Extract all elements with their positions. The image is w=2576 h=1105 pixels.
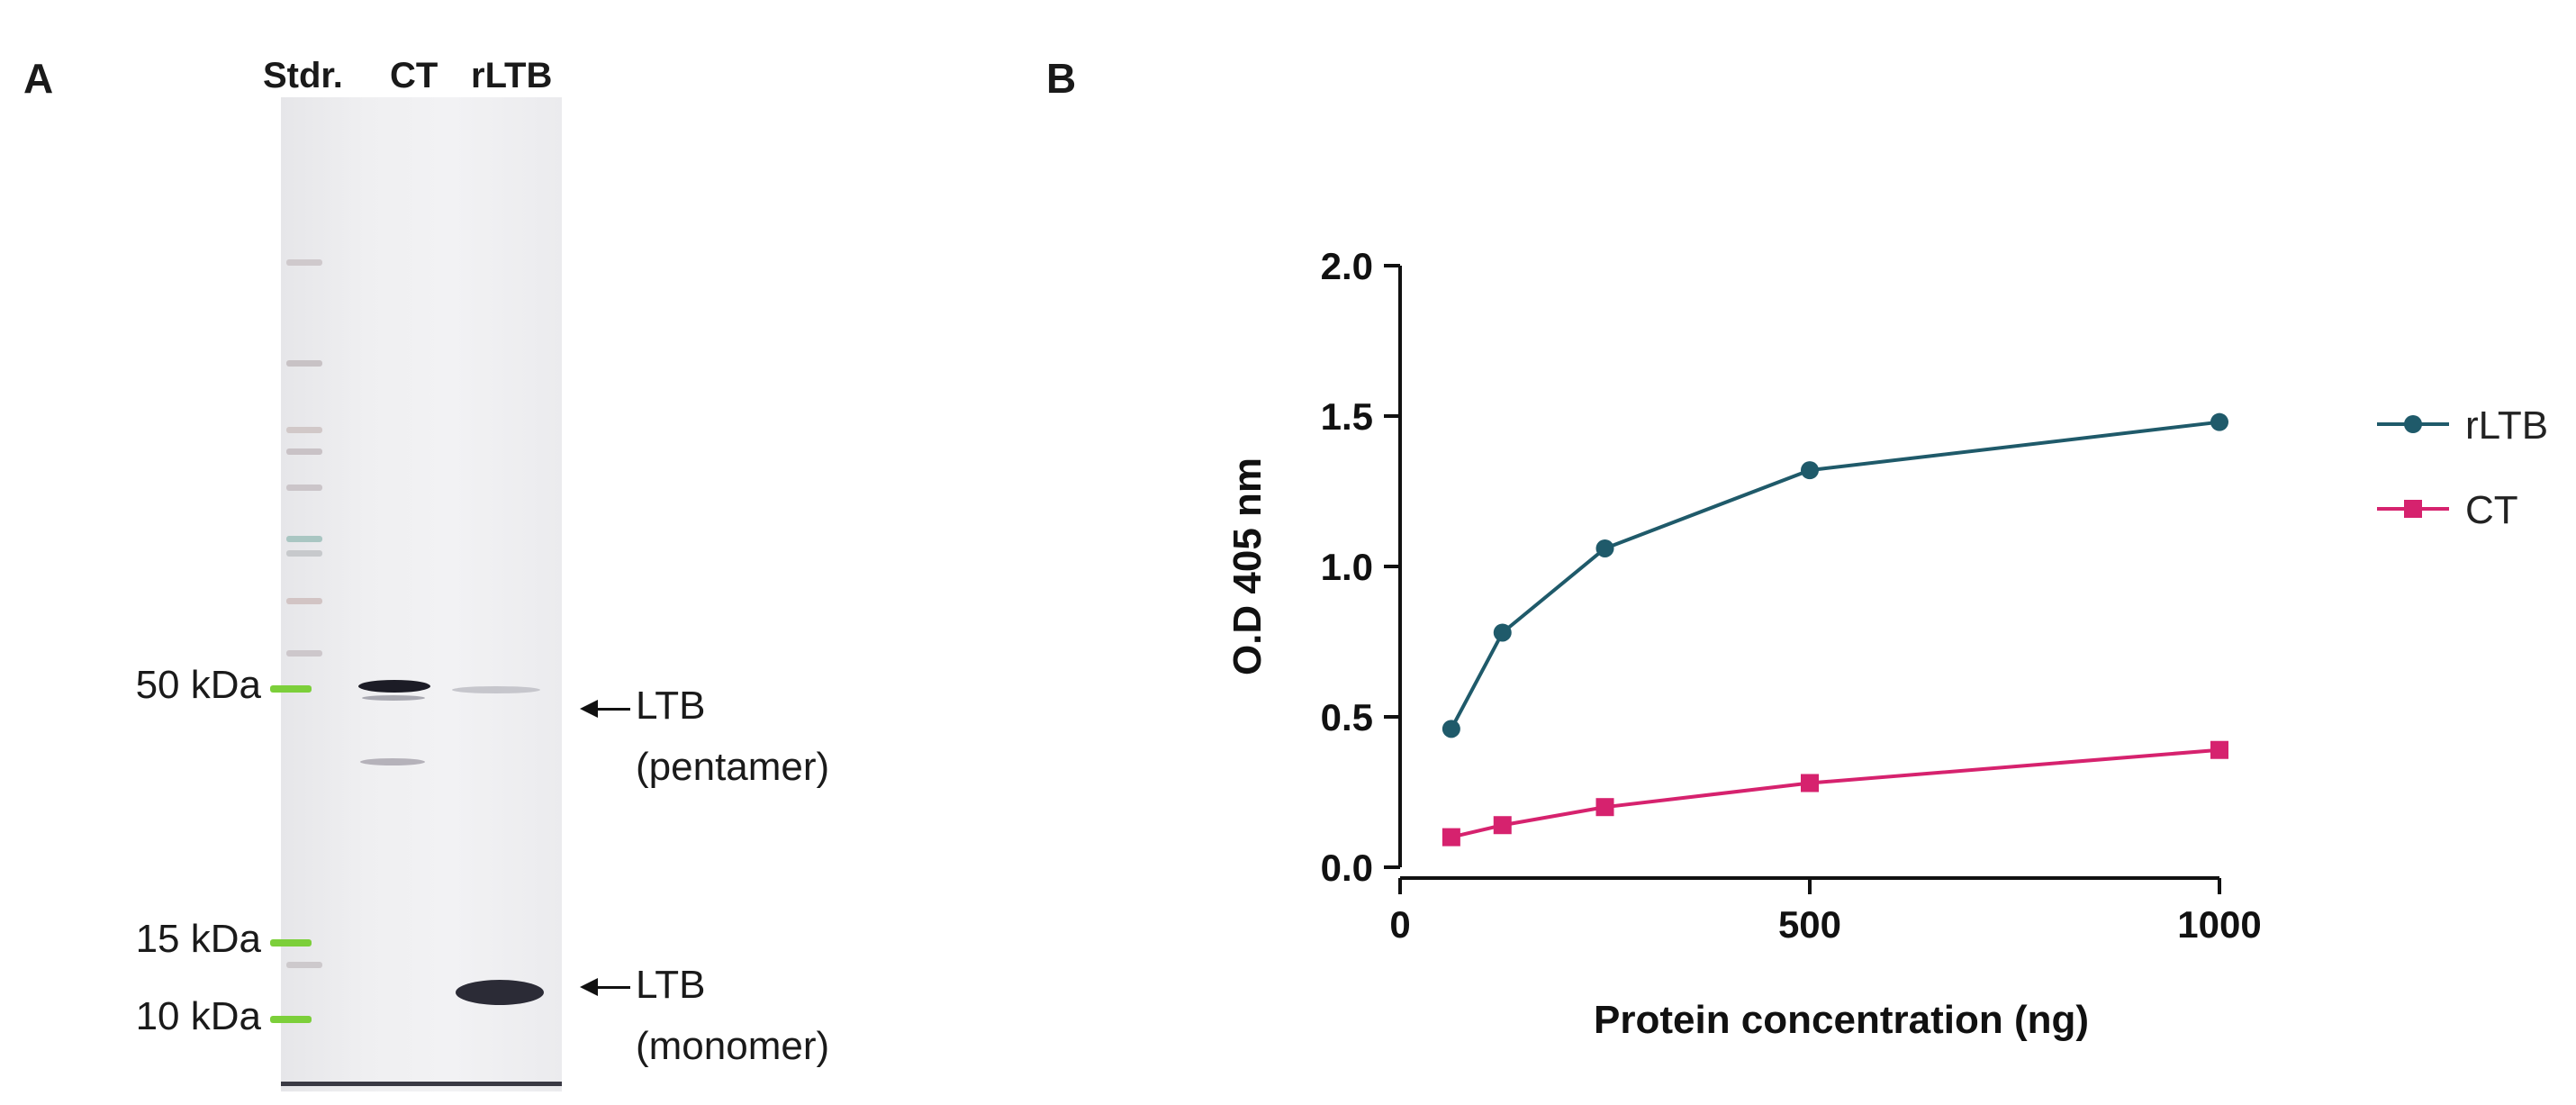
data-point-ct <box>1595 798 1614 817</box>
chart-axes: 0.0 0.5 1.0 1.5 2.0 0 500 1000 O.D 405 nm Protein… <box>1225 245 2262 1042</box>
annotation-pentamer-line1: LTB <box>636 684 706 728</box>
marker-15kda-label: 15 kDa <box>135 917 261 961</box>
lane-label-ct: CT <box>390 56 438 95</box>
lane-label-rltb: rLTB <box>471 56 553 95</box>
data-point-rltb <box>1493 623 1512 642</box>
marker-50kda-label: 50 kDa <box>135 663 261 707</box>
y-tick-label: 1.5 <box>1321 395 1373 438</box>
annotation-monomer-line1: LTB <box>636 963 706 1007</box>
marker-10kda-tick <box>270 1016 312 1023</box>
legend-marker-rltb <box>2404 415 2422 433</box>
y-axis-label: O.D 405 nm <box>1225 457 1270 675</box>
ladder-band <box>286 536 322 542</box>
y-tick-label: 0.0 <box>1321 847 1373 889</box>
ladder-band <box>286 962 322 968</box>
x-tick-label: 500 <box>1778 903 1841 946</box>
ladder-band <box>286 427 322 433</box>
panel-b-letter: B <box>1046 55 1077 102</box>
legend-marker-ct <box>2404 500 2422 518</box>
rltb-monomer-band <box>456 980 544 1005</box>
ladder-band <box>286 448 322 455</box>
series-line-rltb <box>1450 420 2220 730</box>
arrow-left-icon <box>580 700 630 718</box>
blot-membrane <box>281 97 562 1091</box>
data-point-ct <box>2210 740 2228 759</box>
annotation-monomer-line2: (monomer) <box>636 1024 830 1068</box>
ct-minor-band <box>360 758 425 765</box>
data-point-rltb <box>1801 461 1819 480</box>
marker-15kda-tick <box>270 939 312 946</box>
data-point-rltb <box>1595 539 1614 557</box>
series-line-ct <box>1451 747 2220 839</box>
legend-label-ct: CT <box>2465 488 2518 532</box>
x-tick-label: 0 <box>1389 903 1410 946</box>
data-point-ct <box>1801 774 1819 793</box>
ladder-band <box>286 650 322 657</box>
y-tick-label: 1.0 <box>1321 546 1373 588</box>
data-point-ct <box>1442 828 1460 847</box>
ladder-band <box>286 598 322 604</box>
ladder-band <box>286 360 322 367</box>
panel-a-letter: A <box>23 55 54 102</box>
data-point-rltb <box>2210 412 2228 431</box>
data-point-rltb <box>1442 720 1460 738</box>
y-tick-label: 2.0 <box>1321 245 1373 287</box>
ladder-band <box>286 550 322 557</box>
rltb-pentamer-band <box>452 686 540 693</box>
x-tick-label: 1000 <box>2177 903 2261 946</box>
ladder-band <box>286 259 322 266</box>
legend-label-rltb: rLTB <box>2465 403 2548 448</box>
ct-pentamer-band-shadow <box>362 695 425 701</box>
chart-legend: rLTB CT <box>2377 403 2548 532</box>
x-axis-label: Protein concentration (ng) <box>1594 998 2089 1042</box>
marker-10kda-label: 10 kDa <box>135 994 261 1038</box>
arrow-left-icon <box>580 978 630 996</box>
marker-50kda-tick <box>270 685 312 693</box>
annotation-pentamer-line2: (pentamer) <box>636 745 830 789</box>
lane-label-standard: Stdr. <box>263 56 343 95</box>
data-point-ct <box>1493 816 1512 835</box>
y-tick-label: 0.5 <box>1321 696 1373 738</box>
blot-bottom-edge <box>281 1082 562 1086</box>
ladder-band <box>286 485 322 491</box>
ct-pentamer-band <box>358 680 430 693</box>
chart-plot-area <box>1442 412 2228 847</box>
